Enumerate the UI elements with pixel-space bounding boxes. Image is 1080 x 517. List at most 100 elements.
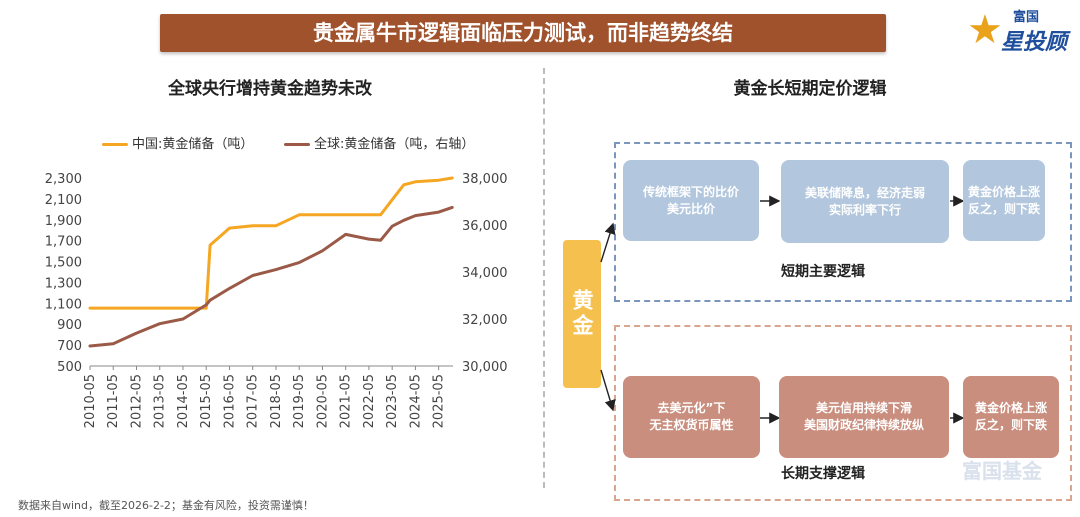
x-tick-label: 2024-05: [408, 374, 423, 428]
series-line-china: [88, 176, 454, 310]
gold-reserve-chart: 2,300 2,100 1,900 1,700 1,500 1,300 1,100 900 70…: [45, 172, 508, 428]
data-point-china: [251, 224, 254, 227]
data-point-china: [321, 213, 324, 216]
data-point-china: [379, 213, 382, 216]
short-node-2: 美联储降息，经济走弱 实际利率下行: [781, 160, 949, 243]
data-point-global: [135, 331, 138, 335]
logo-line1: 富国: [1013, 10, 1040, 25]
x-tick-label: 2012-05: [129, 374, 144, 428]
footnote: 数据来自wind，截至2026-2-2；基金有风险，投资需谨慎！: [18, 499, 314, 512]
x-tick-label: 2020-05: [315, 374, 330, 428]
data-point-global: [158, 322, 161, 325]
legend-label-china: 中国:黄金储备（吨）: [132, 137, 254, 152]
data-point-china: [205, 306, 208, 310]
data-point-china: [208, 243, 212, 247]
data-point-china: [88, 306, 92, 310]
data-point-global: [112, 342, 115, 345]
y-left-tick-label: 2,300: [45, 172, 82, 187]
x-tick-label: 2017-05: [246, 374, 261, 428]
y-left-tick-label: 500: [57, 360, 82, 375]
legend-swatch-global: [284, 143, 310, 146]
long-node-1: 去美元化”下 无主权货币属性: [623, 376, 760, 458]
y-left-tick-label: 1,700: [45, 235, 82, 250]
data-point-global: [208, 299, 212, 302]
data-point-global: [451, 206, 454, 209]
page-banner-title: 贵金属牛市逻辑面临压力测试，而非趋势终结: [160, 14, 886, 52]
x-tick-label: 2014-05: [176, 374, 191, 428]
data-point-global: [344, 233, 347, 236]
data-point-china: [112, 306, 115, 310]
x-tick-label: 2023-05: [385, 374, 400, 428]
data-point-china: [344, 213, 347, 216]
x-tick-label: 2013-05: [153, 374, 168, 428]
star-icon: ★: [967, 7, 1003, 53]
y-left-tick-label: 1,300: [45, 276, 82, 291]
short-term-box: [614, 142, 1072, 302]
x-tick-label: 2011-05: [106, 374, 121, 428]
data-point-china: [135, 306, 138, 310]
brand-logo: ★ 富国 星投顾: [965, 6, 1075, 56]
data-point-global: [391, 225, 394, 228]
short-term-label: 短期主要逻辑: [781, 264, 865, 280]
y-right-tick-label: 32,000: [462, 313, 508, 328]
long-term-label: 长期支撑逻辑: [781, 466, 865, 482]
x-tick-label: 2022-05: [362, 374, 377, 428]
y-right-tick-label: 34,000: [462, 266, 508, 281]
logo-line2: 星投顾: [1001, 30, 1068, 55]
data-point-global: [181, 317, 185, 321]
watermark: 富国基金: [962, 459, 1042, 483]
long-node-2: 美元信用持续下滑 美国财政纪律持续放纵: [779, 376, 949, 458]
data-point-china: [437, 179, 440, 182]
y-left-tick-label: 1,100: [45, 297, 82, 312]
x-tick-label: 2025-05: [432, 374, 447, 428]
data-point-global: [402, 219, 405, 222]
x-tick-label: 2010-05: [83, 374, 98, 428]
data-point-global: [321, 249, 324, 252]
data-point-china: [158, 306, 161, 310]
data-point-china: [451, 176, 454, 180]
y-right-tick-label: 30,000: [462, 360, 508, 375]
data-point-china: [402, 183, 405, 186]
y-right-tick-label: 38,000: [462, 172, 508, 187]
data-point-global: [414, 214, 417, 217]
data-point-china: [274, 224, 278, 227]
series-line-global: [88, 205, 454, 348]
data-point-global: [367, 237, 371, 241]
x-tick-label: 2019-05: [292, 374, 307, 428]
legend-label-global: 全球:黄金储备（吨，右轴）: [314, 137, 475, 152]
y-left-tick-label: 1,500: [45, 256, 82, 271]
gold-center-label: 黄金: [563, 240, 601, 388]
data-point-global: [379, 239, 382, 242]
data-point-global: [205, 303, 208, 307]
long-node-3: 黄金价格上涨 反之，则下跌: [963, 376, 1059, 458]
data-point-global: [228, 287, 231, 290]
data-point-china: [298, 213, 301, 216]
x-tick-label: 2016-05: [222, 374, 237, 428]
x-tick-label: 2021-05: [339, 374, 354, 428]
diagram-title: 黄金长短期定价逻辑: [733, 79, 887, 99]
data-point-china: [367, 213, 371, 216]
data-point-china: [414, 180, 417, 183]
y-left-tick-label: 900: [57, 318, 82, 333]
data-point-global: [88, 344, 92, 348]
chart-title: 全球央行增持黄金趋势未改: [168, 79, 372, 99]
x-tick-label: 2018-05: [269, 374, 284, 428]
short-node-1: 传统框架下的比价 美元比价: [623, 160, 759, 241]
y-left-tick-label: 700: [57, 339, 82, 354]
short-node-3: 黄金价格上涨 反之，则下跌: [963, 160, 1045, 241]
data-point-china: [181, 306, 185, 310]
legend-item-china: 中国:黄金储备（吨）: [102, 133, 253, 152]
legend-item-global: 全球:黄金储备（吨，右轴）: [284, 133, 474, 152]
arrow-to-long-term: [600, 369, 616, 412]
data-point-global: [274, 268, 278, 271]
data-point-china: [228, 226, 231, 230]
y-left-tick-label: 1,900: [45, 214, 82, 229]
long-term-box: [614, 325, 1072, 501]
y-right-tick-label: 36,000: [462, 219, 508, 234]
arrow-to-short-term: [600, 222, 616, 263]
legend-swatch-china: [102, 143, 128, 146]
data-point-global: [251, 274, 254, 277]
y-left-tick-label: 2,100: [45, 193, 82, 208]
data-point-global: [298, 261, 301, 264]
